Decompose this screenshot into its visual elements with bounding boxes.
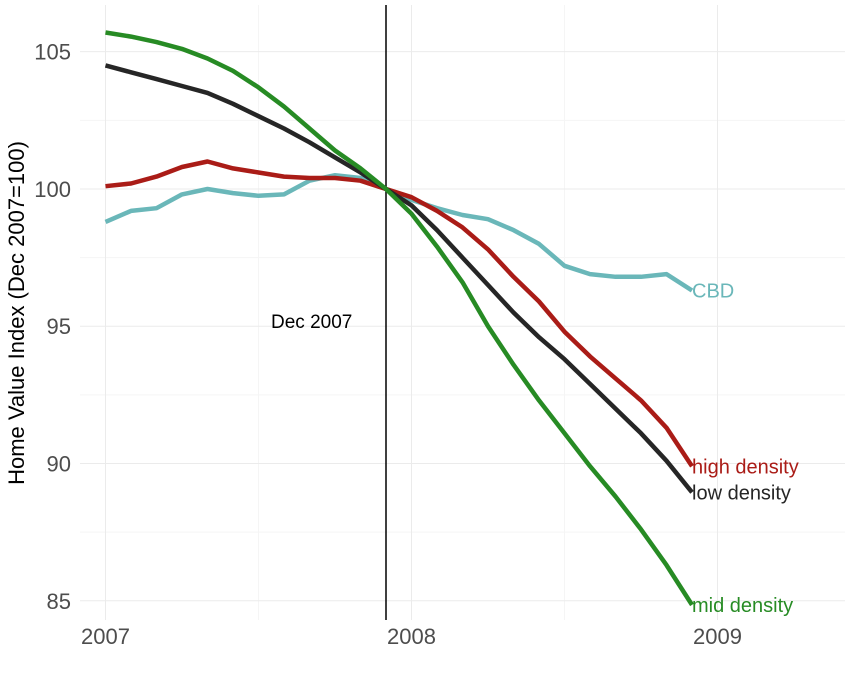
reference-line-label: Dec 2007: [271, 312, 352, 333]
series-line-low-density: [104, 63, 694, 494]
grid: [80, 5, 845, 620]
y-tick-label: 95: [47, 314, 71, 339]
x-tick-label: 2008: [387, 624, 436, 649]
series-label-cbd: CBD: [692, 281, 734, 303]
y-axis-title: Home Value Index (Dec 2007=100): [4, 141, 29, 485]
series-line-high-density: [105, 159, 694, 468]
series-line-mid-density: [105, 30, 694, 607]
series-label-mid-density: mid density: [692, 595, 793, 617]
y-tick-label: 100: [34, 177, 71, 202]
y-tick-label: 105: [34, 40, 71, 65]
series-group: [104, 30, 694, 607]
series-labels: CBD high density low density mid density: [692, 281, 799, 617]
y-tick-label: 85: [47, 589, 71, 614]
tick-labels: 85 90 95 100 105 2007 2008 2009: [34, 40, 742, 649]
series-label-low-density: low density: [692, 482, 791, 504]
reference-line-group: Dec 2007: [271, 5, 387, 620]
y-tick-label: 90: [47, 452, 71, 477]
series-label-high-density: high density: [692, 456, 799, 478]
x-tick-label: 2007: [81, 624, 130, 649]
x-tick-label: 2009: [693, 624, 742, 649]
